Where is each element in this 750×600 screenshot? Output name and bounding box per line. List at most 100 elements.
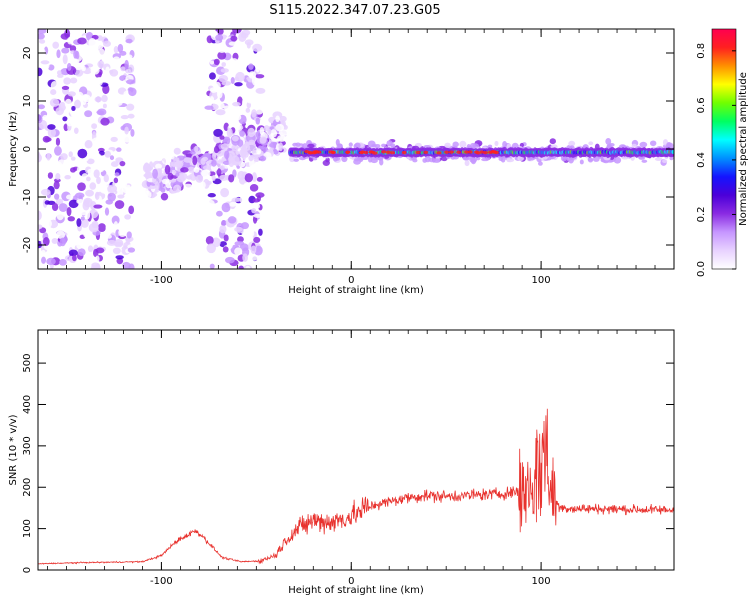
- spectrogram-cell: [295, 142, 301, 147]
- spectrogram-cell: [172, 184, 182, 193]
- spectrogram-cell: [66, 206, 72, 217]
- spectrogram-cell: [267, 128, 272, 135]
- y-tick-label: -20: [22, 237, 33, 253]
- y-tick-label: 20: [22, 47, 33, 60]
- spectrogram-cell: [84, 110, 93, 118]
- spectrogram-cell: [216, 168, 222, 177]
- spectrogram-cell: [228, 158, 235, 167]
- spectrogram-cell: [88, 38, 97, 48]
- spectrogram-cell: [120, 114, 129, 120]
- spectrogram-cell: [44, 208, 55, 213]
- spectrogram-cell: [126, 103, 135, 111]
- spectrogram-cell: [276, 135, 287, 142]
- spectrogram-cell: [46, 257, 56, 266]
- spectrogram-cell: [228, 41, 237, 46]
- spectrogram-cell: [592, 156, 600, 162]
- spectrogram-cell: [38, 210, 42, 221]
- spectrogram-cell: [487, 150, 493, 154]
- spectrogram-cell: [253, 213, 263, 218]
- spectrogram-cell: [58, 203, 68, 212]
- spectrogram-cell: [254, 156, 260, 163]
- spectrogram-cell: [85, 261, 92, 269]
- spectrogram-cell: [61, 85, 70, 90]
- spectrogram-cell: [641, 159, 648, 163]
- spectrogram-cell: [242, 97, 247, 108]
- spectrogram-cell: [173, 147, 181, 155]
- spectrogram-cell: [164, 164, 171, 175]
- y-tick-label: 0: [22, 567, 33, 573]
- spectrogram-cell: [649, 140, 657, 147]
- spectrogram-cell: [232, 101, 241, 107]
- spectrogram-cell: [85, 209, 91, 220]
- spectrogram-cell: [222, 246, 229, 253]
- spectrogram-cell: [50, 246, 60, 251]
- spectrogram-cell: [63, 221, 71, 227]
- spectrogram-cell: [242, 253, 248, 262]
- spectrogram-cell: [39, 138, 44, 143]
- spectrogram-cell: [95, 76, 103, 87]
- spectrogram-cell: [436, 151, 442, 155]
- spectrogram-cell: [75, 208, 83, 214]
- spectrogram-cell: [213, 128, 223, 137]
- spectrogram-cell: [401, 150, 407, 155]
- spectrogram-cell: [211, 159, 217, 167]
- spectrogram-cell: [239, 243, 249, 252]
- y-tick-label: 100: [22, 519, 33, 538]
- spectrogram-cell: [386, 140, 393, 147]
- spectrogram-cell: [234, 247, 243, 256]
- spectrogram-cell: [278, 142, 284, 152]
- spectrogram-cell: [246, 141, 257, 151]
- spectrogram-cell: [38, 29, 47, 34]
- spectrogram-cell: [67, 36, 74, 45]
- spectrogram-cell: [41, 249, 46, 257]
- spectrogram-cell: [275, 123, 285, 132]
- spectrogram-cell: [219, 135, 225, 140]
- spectrogram-cell: [272, 111, 283, 119]
- spectrogram-cell: [230, 35, 238, 42]
- spectrogram-cell: [93, 204, 103, 209]
- spectrogram-cell: [56, 49, 61, 59]
- spectrogram-cell: [124, 126, 129, 135]
- spectrogram-cell: [116, 147, 122, 152]
- spectrogram-cell: [116, 257, 124, 265]
- spectrogram-cell: [97, 223, 107, 233]
- spectrogram-cell: [58, 101, 67, 112]
- spectrogram-cell: [227, 71, 232, 80]
- spectrogram-cell: [53, 181, 60, 190]
- spectrogram-cell: [202, 165, 212, 170]
- spectrogram-cell: [381, 143, 386, 148]
- spectrogram-cell: [112, 247, 121, 255]
- spectrogram-cell: [206, 180, 212, 185]
- spectrogram-cell: [96, 110, 105, 115]
- spectrogram-cell: [293, 158, 299, 162]
- spectrogram-cell: [38, 67, 43, 77]
- spectrogram-cell: [255, 87, 266, 94]
- spectrogram-cell: [59, 237, 66, 247]
- spectrogram-cell: [234, 114, 242, 121]
- spectrogram-cell: [125, 68, 132, 74]
- spectrogram-cell: [100, 117, 110, 126]
- x-tick-label: 100: [532, 275, 551, 286]
- spectrogram-cell: [58, 259, 67, 266]
- spectrogram-cell: [126, 79, 136, 85]
- spectrogram-cell: [47, 127, 56, 138]
- spectrogram-cell: [238, 265, 244, 269]
- spectrogram-cell: [502, 140, 508, 148]
- spectrogram-cell: [218, 74, 229, 83]
- spectrogram-cell: [70, 156, 76, 161]
- spectrogram-cell: [216, 43, 227, 54]
- spectrogram-cell: [46, 219, 52, 228]
- spectrogram-cell: [123, 198, 129, 203]
- spectrogram-cell: [94, 96, 102, 103]
- spectrogram-cell: [218, 165, 225, 171]
- spectrogram-cell: [69, 77, 78, 84]
- spectrogram-cell: [167, 154, 175, 160]
- spectrogram-cell: [238, 32, 247, 42]
- spectrogram-cell: [142, 163, 151, 173]
- spectrogram-cell: [353, 158, 361, 165]
- spectrogram-cell: [197, 180, 206, 190]
- snr-plot-frame: [37, 329, 675, 571]
- spectrogram-cell: [77, 148, 88, 159]
- spectrogram-cell: [204, 105, 214, 110]
